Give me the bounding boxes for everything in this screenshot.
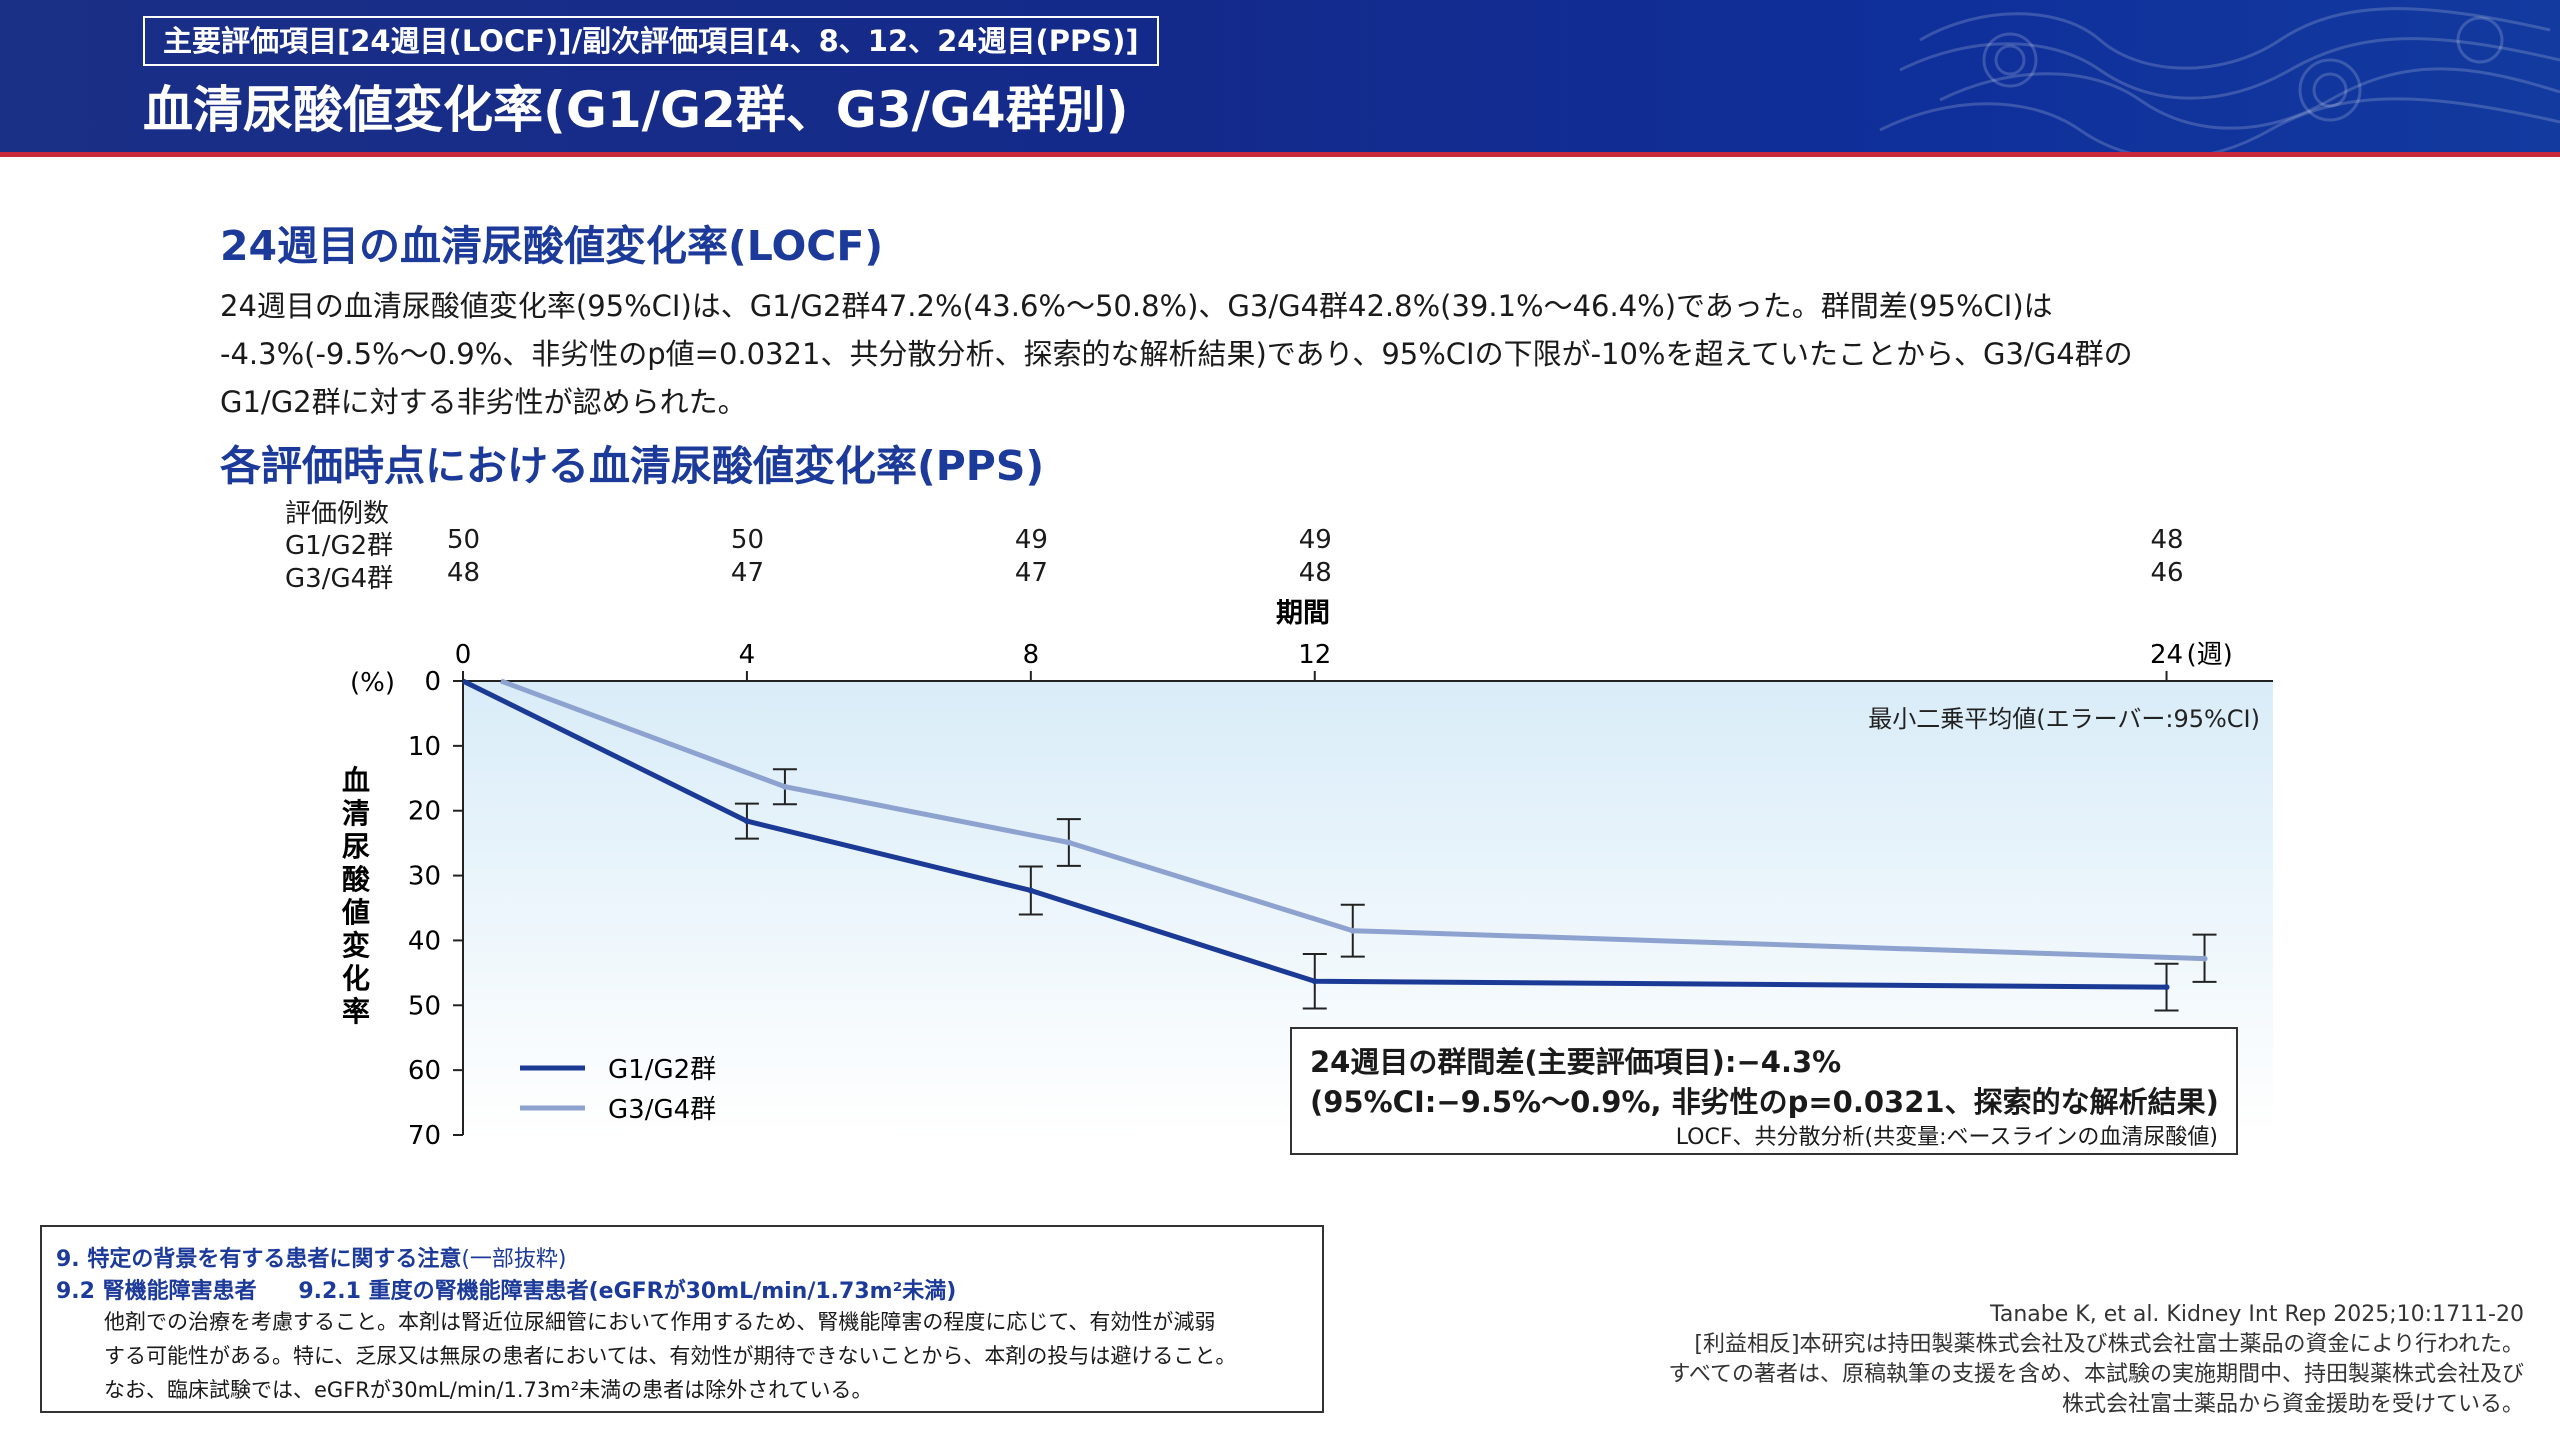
coi-line: [利益相反]本研究は持田製薬株式会社及び株式会社富士薬品の資金により行われた。	[1694, 1332, 2524, 1357]
n-table-cell: 48	[2150, 525, 2184, 555]
precaution-box: 9. 特定の背景を有する患者に関する注意(一部抜粋) 9.2 腎機能障害患者 9…	[40, 1225, 1324, 1413]
y-unit-label: (%)	[350, 668, 395, 698]
page-title: 血清尿酸値変化率(G1/G2群、G3/G4群別)	[143, 81, 1129, 139]
coi-line: 株式会社富士薬品から資金援助を受けている。	[2061, 1392, 2524, 1417]
data-point	[781, 783, 788, 790]
header-subtitle: 主要評価項目[24週目(LOCF)]/副次評価項目[4、8、12、24週目(PP…	[143, 16, 1159, 66]
precaution-line: する可能性がある。特に、乏尿又は無尿の患者においては、有効性が期待できないことか…	[104, 1344, 1237, 1368]
precaution-subheading-b: 9.2.1 重度の腎機能障害患者(eGFRが30mL/min/1.73m²未満)	[298, 1279, 957, 1304]
n-table-row-label-g1g2: G1/G2群	[285, 531, 394, 561]
n-table-cell: 48	[447, 558, 481, 588]
x-tick-label: 12	[1298, 640, 1331, 670]
y-tick-label: 50	[408, 991, 441, 1021]
y-tick-label: 60	[408, 1056, 441, 1086]
legend-label: G3/G4群	[608, 1095, 716, 1125]
wave-pattern-decoration	[1879, 7, 2560, 152]
data-point	[2163, 984, 2170, 991]
data-point	[1065, 839, 1072, 846]
n-table-cell: 50	[730, 525, 764, 555]
y-tick-label: 20	[408, 797, 441, 827]
section-title-pps: 各評価時点における血清尿酸値変化率(PPS)	[220, 442, 1045, 490]
x-tick-label: 4	[739, 640, 756, 670]
x-unit-label: (週)	[2187, 640, 2233, 670]
citation: Tanabe K, et al. Kidney Int Rep 2025;10:…	[1990, 1302, 2524, 1327]
error-bar	[1018, 865, 1043, 916]
n-table-cell: 47	[730, 558, 764, 588]
n-table-cell: 46	[2150, 558, 2184, 588]
n-table-cell: 50	[447, 525, 481, 555]
difference-method-note: LOCF、共分散分析(共変量:ベースラインの血清尿酸値)	[1675, 1125, 2218, 1150]
y-axis-title-char: 率	[342, 995, 370, 1028]
header-bar: 主要評価項目[24週目(LOCF)]/副次評価項目[4、8、12、24週目(PP…	[0, 0, 2560, 157]
precaution-heading: 9. 特定の背景を有する患者に関する注意(一部抜粋)	[56, 1241, 567, 1273]
n-table-cell: 48	[1298, 558, 1332, 588]
n-table-cell: 49	[1298, 525, 1332, 555]
x-tick-label: 24	[2150, 640, 2183, 670]
description-line: -4.3%(-9.5%〜0.9%、非劣性のp値=0.0321、共分散分析、探索的…	[220, 337, 2133, 371]
n-table-cell: 47	[1014, 558, 1048, 588]
coi-line: すべての著者は、原稿執筆の支援を含め、本試験の実施期間中、持田製薬株式会社及び	[1668, 1362, 2524, 1387]
x-axis-title: 期間	[1276, 598, 1330, 629]
y-tick-label: 30	[408, 862, 441, 892]
precaution-subheading: 9.2 腎機能障害患者 9.2.1 重度の腎機能障害患者(eGFRが30mL/m…	[56, 1273, 956, 1305]
precaution-text: 他剤での治療を考慮すること。本剤は腎近位尿細管において作用するため、腎機能障害の…	[104, 1305, 1236, 1407]
precaution-subheading-a: 9.2 腎機能障害患者	[56, 1279, 257, 1304]
n-table-row-label-g3g4: G3/G4群	[285, 564, 394, 594]
y-tick-label: 70	[408, 1121, 441, 1151]
error-bar	[1056, 818, 1081, 867]
y-axis-title-char: 尿	[342, 830, 370, 863]
x-tick-label: 8	[1023, 640, 1040, 670]
data-point	[1027, 887, 1034, 894]
n-table-header: 評価例数	[285, 499, 390, 529]
precaution-line: 他剤での治療を考慮すること。本剤は腎近位尿細管において作用するため、腎機能障害の…	[104, 1310, 1216, 1334]
error-bar	[1302, 953, 1327, 1010]
error-bar	[772, 768, 797, 806]
difference-ci: (95%CI:−9.5%〜0.9%, 非劣性のp=0.0321、探索的な解析結果…	[1310, 1085, 2219, 1119]
n-table-cell: 49	[1014, 525, 1048, 555]
locf-description: 24週目の血清尿酸値変化率(95%CI)は、G1/G2群47.2%(43.6%〜…	[220, 282, 2370, 426]
error-bar	[2192, 933, 2217, 983]
x-tick-label: 0	[455, 640, 472, 670]
group-difference-box: 24週目の群間差(主要評価項目):−4.3% (95%CI:−9.5%〜0.9%…	[1290, 1027, 2238, 1155]
difference-headline: 24週目の群間差(主要評価項目):−4.3%	[1310, 1045, 1842, 1079]
precaution-heading-text: 9. 特定の背景を有する患者に関する注意	[56, 1247, 462, 1272]
y-axis-title-char: 清	[342, 797, 370, 830]
y-axis-title-char: 血	[342, 764, 370, 797]
reference-block: Tanabe K, et al. Kidney Int Rep 2025;10:…	[1668, 1300, 2524, 1420]
precaution-line: なお、臨床試験では、eGFRが30mL/min/1.73m²未満の患者は除外され…	[104, 1378, 873, 1402]
data-point	[743, 818, 750, 825]
error-bar	[1340, 903, 1365, 958]
data-point	[2201, 955, 2208, 962]
error-bar	[734, 802, 759, 840]
data-point	[1311, 978, 1318, 985]
description-line: 24週目の血清尿酸値変化率(95%CI)は、G1/G2群47.2%(43.6%〜…	[220, 289, 2053, 323]
y-axis-title-char: 値	[341, 896, 370, 929]
y-axis-title-char: 酸	[342, 863, 371, 896]
y-tick-label: 40	[408, 926, 441, 956]
section-title-locf: 24週目の血清尿酸値変化率(LOCF)	[220, 222, 884, 270]
description-line: G1/G2群に対する非劣性が認められた。	[220, 385, 747, 419]
error-bar	[2154, 962, 2179, 1012]
data-point	[1349, 927, 1356, 934]
y-tick-label: 0	[424, 667, 441, 697]
chart-annotation: 最小二乗平均値(エラーバー:95%CI)	[1868, 705, 2260, 733]
y-axis-title-char: 化	[342, 962, 370, 995]
precaution-heading-note: (一部抜粋)	[461, 1247, 567, 1272]
y-axis-title-char: 変	[342, 929, 370, 962]
legend-label: G1/G2群	[608, 1055, 716, 1085]
y-tick-label: 10	[408, 732, 441, 762]
